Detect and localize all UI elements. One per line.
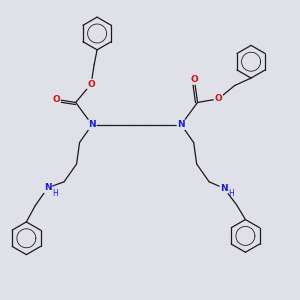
Text: N: N: [177, 120, 185, 129]
Text: O: O: [214, 94, 222, 103]
Text: O: O: [87, 80, 95, 88]
Text: O: O: [191, 75, 199, 84]
Text: O: O: [52, 95, 60, 104]
Text: H: H: [52, 189, 58, 198]
Text: N: N: [88, 120, 96, 129]
Text: N: N: [220, 184, 228, 193]
Text: H: H: [229, 189, 234, 198]
Text: N: N: [44, 183, 52, 192]
